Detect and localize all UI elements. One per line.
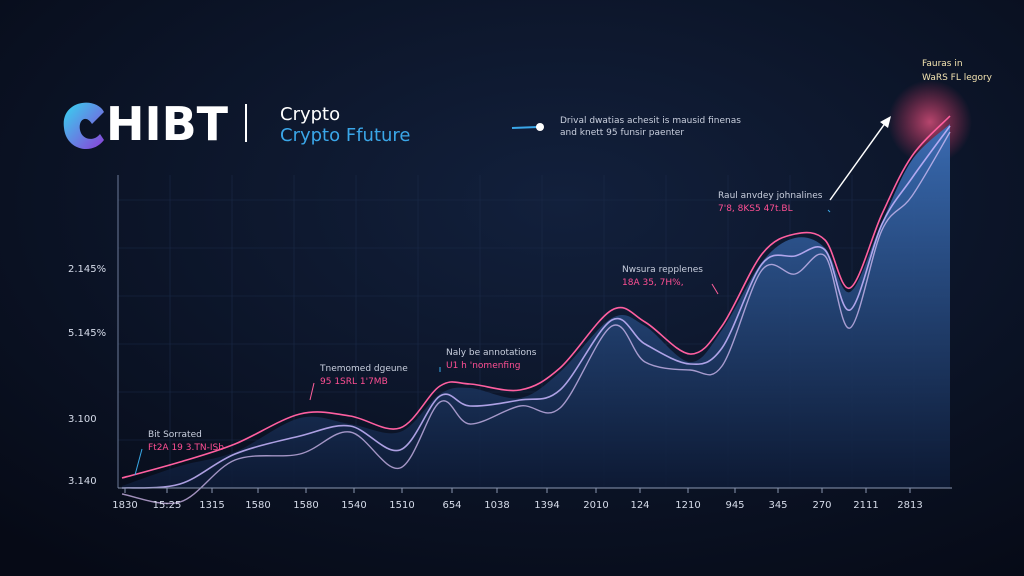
x-axis-label: 1210	[675, 500, 700, 511]
annotation-detail: 18A 35, 7H%,	[622, 278, 684, 288]
annotation-leader	[711, 283, 719, 295]
x-axis-label: 2813	[897, 500, 922, 511]
x-axis-label: 1830	[112, 500, 137, 511]
curves: Raul anvdey johnalines 7'8, 8KS5 47t.BL Nw…	[121, 115, 951, 505]
annotation-title: Tnemomed dgeune	[319, 364, 408, 374]
x-axis-label: 124	[630, 500, 649, 511]
legend-line	[511, 126, 539, 129]
x-axis-label: 1510	[389, 500, 414, 511]
corner-note: WaRS FL legory	[922, 73, 993, 83]
x-axis-label: 270	[812, 500, 831, 511]
x-axis-label: 1580	[293, 500, 318, 511]
x-axis-label: 1315	[199, 500, 224, 511]
curve	[121, 131, 951, 505]
curve	[121, 125, 951, 489]
arrowhead	[880, 116, 891, 128]
x-axis-label: 1394	[534, 500, 559, 511]
y-axis-label: 5.145%	[68, 328, 106, 339]
x-axis-label: 15:25	[153, 500, 182, 511]
logo-text: HIBT	[106, 97, 229, 151]
header-line: Crypto	[280, 104, 340, 125]
glow	[888, 80, 972, 164]
x-axis-label: 2010	[583, 500, 608, 511]
header-line: Crypto Ffuture	[280, 125, 410, 146]
x-axis-label: 654	[442, 500, 461, 511]
annotation-leader	[309, 382, 315, 401]
x-axis-label: 1038	[484, 500, 509, 511]
x-axis-label: 2111	[853, 500, 878, 511]
legend-text: and knett 95 funsir paenter	[560, 128, 684, 138]
annotation-detail: 7'8, 8KS5 47t.BL	[718, 204, 793, 214]
y-axis-label: 3.100	[68, 414, 97, 425]
annotation-title: Bit Sorrated	[148, 430, 202, 440]
x-axis-label: 945	[725, 500, 744, 511]
annotation-title: Naly be annotations	[446, 348, 537, 358]
legend-text: Drival dwatias achesit is mausid finenas	[560, 116, 741, 126]
annotation-title: Raul anvdey johnalines	[718, 191, 823, 201]
x-axis-label: 1540	[341, 500, 366, 511]
corner-note: Fauras in	[922, 59, 963, 69]
annotation-detail: U1 h 'nomenfing	[446, 361, 521, 371]
curve	[121, 115, 951, 479]
area	[122, 124, 950, 488]
y-axis-label: 3.140	[68, 476, 97, 487]
annotation-leader	[134, 448, 143, 476]
x-axis-label: 345	[768, 500, 787, 511]
annotation-detail: 95 1SRL 1'7MB	[320, 377, 388, 387]
legend-dot	[536, 123, 544, 131]
annotation-leader	[827, 209, 831, 213]
annotation-detail: Ft2A 19 3.TN-ISb	[148, 443, 224, 453]
annotation-title: Nwsura repplenes	[622, 265, 703, 275]
y-axis-label: 2.145%	[68, 264, 106, 275]
logo-icon	[63, 102, 104, 150]
x-axis-label: 1580	[245, 500, 270, 511]
arrow	[829, 121, 887, 201]
